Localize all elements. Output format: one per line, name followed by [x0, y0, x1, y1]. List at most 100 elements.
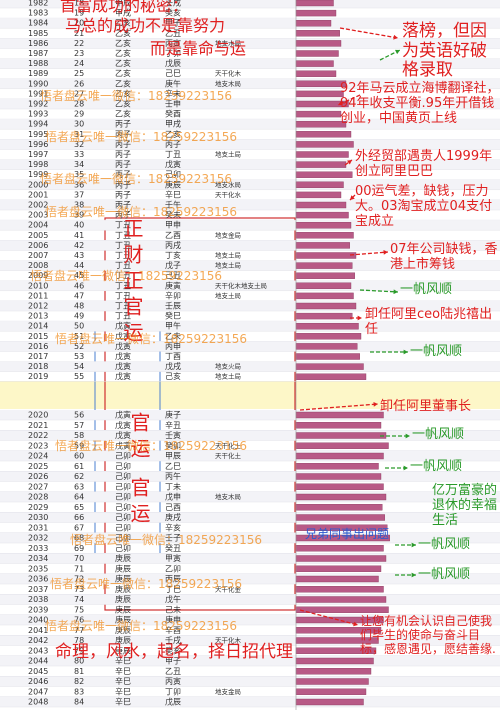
- age-cell: 34: [74, 160, 84, 169]
- age-cell: 84: [74, 698, 84, 707]
- dayun-cell: 庚辰: [115, 645, 131, 655]
- row-band: [0, 119, 500, 130]
- year-cell: 2011: [28, 291, 48, 300]
- dayun-cell: 乙亥: [115, 68, 131, 78]
- age-cell: 51: [74, 332, 84, 341]
- liunian-cell: 乙卯: [165, 564, 181, 573]
- watermark: 悟者盘云唯一微信：18259223156: [55, 439, 247, 453]
- row-band: [0, 553, 500, 564]
- year-cell: 2038: [28, 595, 48, 604]
- annotation: 命理，风水，起名，择日招代理: [55, 642, 293, 662]
- year-cell: 2024: [28, 452, 48, 461]
- year-cell: 2042: [28, 636, 48, 645]
- year-gap-row: [0, 381, 500, 409]
- age-cell: 66: [74, 513, 84, 522]
- score-bar: [295, 191, 342, 199]
- age-cell: 46: [74, 281, 84, 290]
- year-cell: 1991: [28, 89, 48, 98]
- note-cell: 地支木局: [215, 492, 241, 501]
- dayun-cell: 丁丑: [115, 261, 131, 270]
- annotation: 一帆风顺: [410, 459, 463, 474]
- dayun-cell: 戊寅: [115, 341, 131, 351]
- note-cell: 地支火局: [215, 362, 241, 371]
- year-cell: 2041: [28, 626, 48, 635]
- annotation: 07年公司缺钱，香港上市筹钱: [390, 242, 498, 272]
- score-bar: [295, 30, 340, 37]
- liunian-cell: 辛丑: [165, 420, 181, 430]
- dayun-cell: 甲戌: [115, 8, 131, 18]
- year-cell: 2008: [28, 261, 48, 270]
- liunian-cell: 癸未: [165, 210, 181, 220]
- note-cell: 天干化金: [215, 584, 242, 593]
- dayun-cell: 戊寅: [115, 351, 131, 361]
- year-cell: 2005: [28, 231, 48, 240]
- watermark: 悟者盘云唯一微信：18259223156: [45, 205, 237, 219]
- score-bar: [295, 493, 387, 501]
- row-band: [0, 58, 500, 69]
- age-cell: 36: [74, 180, 84, 189]
- dayun-cell: 丙子: [115, 130, 131, 139]
- score-bar: [295, 312, 353, 320]
- note-cell: 地支土局: [215, 150, 241, 159]
- dayun-cell: 庚辰: [115, 625, 131, 635]
- liunian-cell: 壬戌: [165, 635, 181, 645]
- age-cell: 79: [74, 646, 84, 655]
- year-cell: 2018: [28, 362, 48, 371]
- dayun-cell: 戊寅: [115, 371, 131, 381]
- liunian-cell: 乙丑: [165, 29, 181, 38]
- age-cell: 74: [74, 595, 84, 604]
- row-band: [0, 280, 500, 291]
- age-cell: 20: [74, 19, 84, 28]
- dayun-cell: 丙子: [115, 201, 131, 210]
- annotation: 一帆风顺: [418, 567, 471, 582]
- note-cell: 地支土局: [215, 291, 241, 300]
- liunian-cell: 丙辰: [165, 575, 181, 584]
- dayun-cell: 庚辰: [115, 594, 131, 604]
- liunian-cell: 癸亥: [165, 645, 181, 655]
- row-band: [0, 321, 500, 332]
- dayun-cell: 丙子: [115, 150, 131, 159]
- liunian-cell: 己亥: [165, 371, 181, 381]
- liunian-cell: 戊戌: [165, 361, 181, 371]
- dayun-cell: 戊寅: [115, 361, 131, 371]
- year-cell: 2000: [28, 180, 48, 189]
- liunian-cell: 壬寅: [165, 430, 181, 440]
- year-cell: 2040: [28, 616, 48, 625]
- score-bar: [295, 363, 364, 370]
- liunian-cell: 甲子: [165, 657, 181, 666]
- liunian-cell: 癸酉: [165, 109, 181, 119]
- score-bar: [295, 20, 332, 27]
- year-cell: 2004: [28, 221, 48, 230]
- age-cell: 53: [74, 352, 84, 361]
- score-bar: [295, 262, 353, 269]
- score-bar: [295, 131, 352, 138]
- age-cell: 55: [74, 372, 84, 381]
- annotation: 一帆风顺: [418, 537, 471, 552]
- liunian-cell: 壬辰: [165, 301, 181, 311]
- note-cell: 地支土局: [215, 251, 241, 260]
- arrow-head: [353, 621, 358, 627]
- age-cell: 41: [74, 231, 84, 240]
- watermark: 悟者盘云唯一微信：18259223156: [45, 130, 237, 144]
- annotation: 一帆风顺: [412, 427, 465, 442]
- note-cell: 地支金局: [215, 687, 241, 696]
- liunian-cell: 甲子: [165, 19, 181, 28]
- age-cell: 23: [74, 49, 84, 58]
- row-band: [0, 78, 500, 89]
- annotation: 卸任阿里ceo陆兆禧出任: [365, 307, 493, 337]
- dayun-cell: 庚辰: [115, 553, 131, 563]
- annotation: 92年马云成立海博翻译社，94年收支平衡.95年开借钱创业，中国黄页上线: [340, 81, 500, 126]
- liunian-cell: 丁卯: [165, 49, 181, 58]
- age-cell: 81: [74, 667, 84, 676]
- arrow-head: [395, 49, 400, 55]
- age-cell: 57: [74, 421, 84, 430]
- arrow-head: [411, 572, 416, 578]
- liunian-cell: 癸丑: [165, 543, 181, 553]
- age-cell: 43: [74, 251, 84, 260]
- note-cell: 地支水局: [215, 38, 241, 47]
- liunian-cell: 戊午: [165, 594, 181, 604]
- liunian-cell: 丁卯: [165, 687, 181, 696]
- row-band: [0, 410, 500, 420]
- score-bar: [295, 555, 387, 562]
- arrow: [339, 27, 399, 39]
